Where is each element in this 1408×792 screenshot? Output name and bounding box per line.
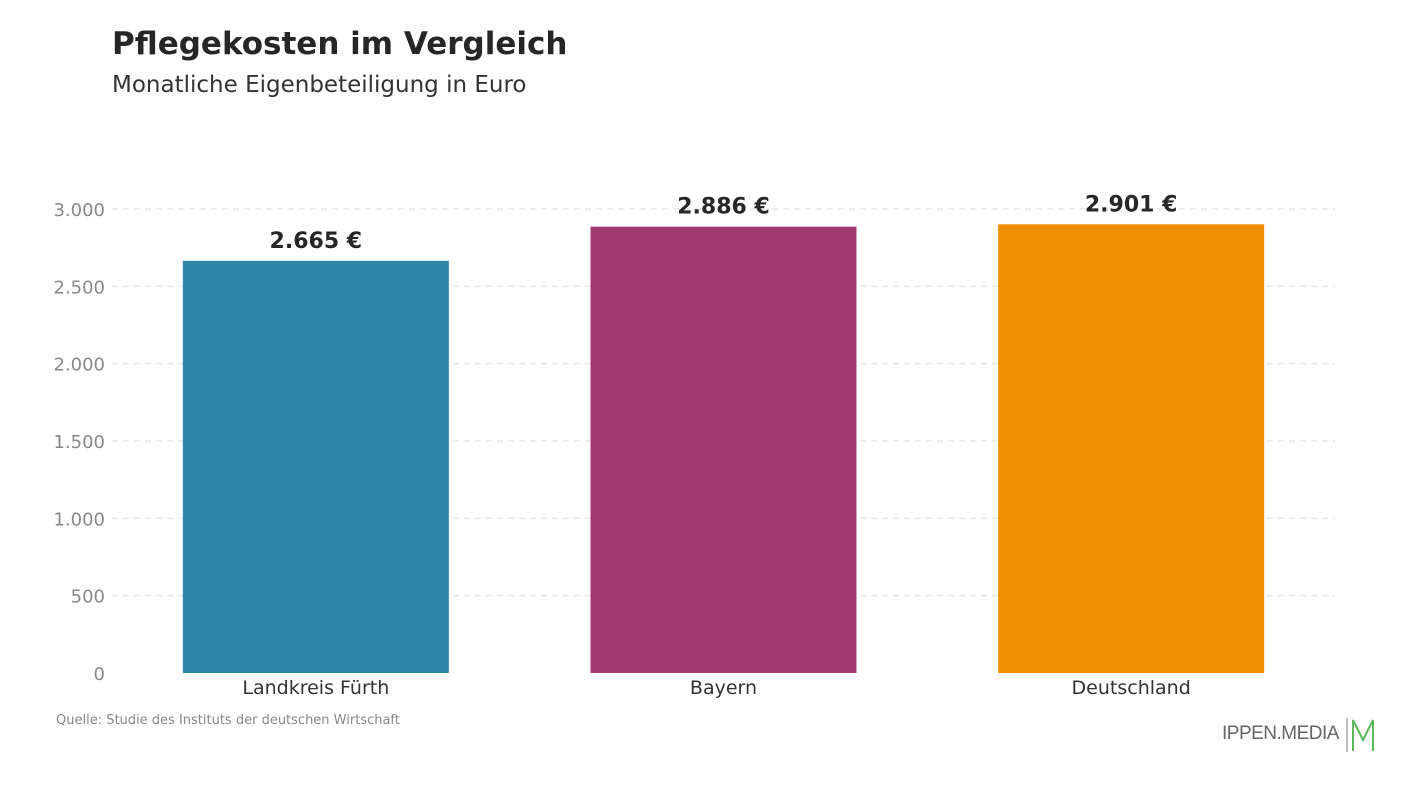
bar-2 — [998, 224, 1265, 673]
y-tick-label: 2.500 — [53, 277, 105, 298]
y-tick-label: 500 — [71, 587, 105, 608]
data-label: 2.886 € — [677, 195, 770, 220]
bar-0 — [182, 260, 449, 673]
data-label: 2.665 € — [270, 229, 363, 254]
data-label: 2.901 € — [1085, 192, 1178, 217]
y-tick-label: 1.500 — [53, 432, 105, 453]
logo-m-icon — [1345, 718, 1374, 752]
y-tick-label: 0 — [94, 664, 105, 685]
ippen-media-logo: IPPEN.MEDIA — [1222, 716, 1381, 752]
y-tick-label: 2.000 — [53, 355, 105, 376]
source-note: Quelle: Studie des Instituts der deutsch… — [56, 713, 400, 728]
x-tick-label: Landkreis Fürth — [242, 677, 389, 699]
y-tick-label: 3.000 — [53, 200, 105, 221]
x-tick-label: Bayern — [690, 677, 757, 699]
y-tick-label: 1.000 — [53, 509, 105, 530]
chart-title: Pflegekosten im Vergleich — [112, 26, 568, 62]
bar-1 — [590, 226, 857, 673]
chart-subtitle: Monatliche Eigenbeteiligung in Euro — [112, 72, 527, 98]
logo-text: IPPEN.MEDIA — [1222, 723, 1339, 744]
x-tick-label: Deutschland — [1072, 677, 1191, 699]
